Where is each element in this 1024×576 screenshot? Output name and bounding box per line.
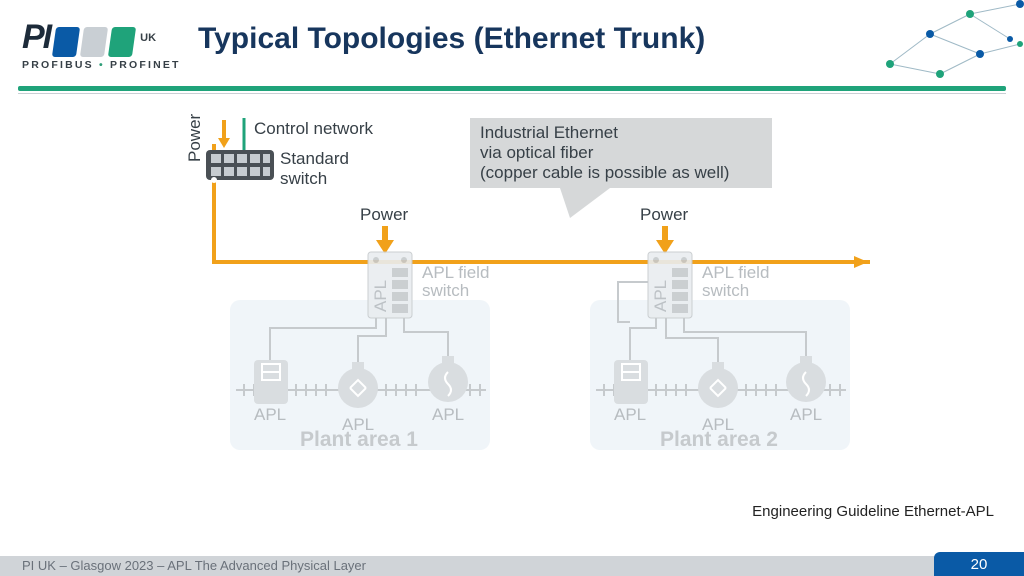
power-arrow-2 xyxy=(656,226,674,254)
svg-text:APL: APL xyxy=(614,405,646,424)
device-2a xyxy=(614,360,648,404)
power-vertical-label: Power xyxy=(185,113,204,162)
page-number: 20 xyxy=(934,552,1024,576)
logo-square-1 xyxy=(52,27,80,57)
svg-text:(copper cable is possible as w: (copper cable is possible as well) xyxy=(480,163,729,182)
network-decoration-icon xyxy=(870,0,1024,84)
logo: PI UK PROFIBUS • PROFINET xyxy=(22,18,182,71)
svg-text:APL: APL xyxy=(651,280,670,312)
standard-switch-label-1: Standard xyxy=(280,149,349,168)
header-rule-thin xyxy=(18,93,1006,94)
logo-square-2 xyxy=(80,27,108,57)
plant-area-2-label: Plant area 2 xyxy=(660,428,778,451)
ethernet-callout: Industrial Ethernet via optical fiber (c… xyxy=(470,118,772,218)
logo-pi-text: PI xyxy=(22,18,50,57)
power-label-1: Power xyxy=(360,205,409,224)
apl-switch-2-label-2: switch xyxy=(702,281,749,300)
apl-switch-1-label-2: switch xyxy=(422,281,469,300)
apl-switch-1: APL xyxy=(368,252,412,318)
device-1a xyxy=(254,360,288,404)
svg-text:APL: APL xyxy=(254,405,286,424)
slide-title: Typical Topologies (Ethernet Trunk) xyxy=(198,22,705,56)
apl-switch-2: APL xyxy=(648,252,692,318)
svg-text:Industrial Ethernet: Industrial Ethernet xyxy=(480,123,618,142)
logo-subtitle: PROFIBUS • PROFINET xyxy=(22,59,182,71)
standard-switch-label-2: switch xyxy=(280,169,327,188)
svg-text:APL: APL xyxy=(790,405,822,424)
control-network-label: Control network xyxy=(254,119,374,138)
footer-text: PI UK – Glasgow 2023 – APL The Advanced … xyxy=(22,558,366,573)
svg-text:APL: APL xyxy=(371,280,390,312)
logo-uk-text: UK xyxy=(140,32,156,44)
header-rule xyxy=(18,86,1006,91)
power-label-2: Power xyxy=(640,205,689,224)
svg-text:APL: APL xyxy=(432,405,464,424)
apl-switch-2-label-1: APL field xyxy=(702,263,769,282)
footer: PI UK – Glasgow 2023 – APL The Advanced … xyxy=(0,548,1024,576)
power-arrow-standard xyxy=(218,120,230,148)
diagram-caption: Engineering Guideline Ethernet-APL xyxy=(752,503,994,520)
power-arrow-1 xyxy=(376,226,394,254)
header: PI UK PROFIBUS • PROFINET Typical Topolo… xyxy=(0,0,1024,90)
svg-text:via optical fiber: via optical fiber xyxy=(480,143,594,162)
apl-switch-1-label-1: APL field xyxy=(422,263,489,282)
logo-square-3 xyxy=(108,27,136,57)
topology-diagram: Power Control network Standard switch In… xyxy=(170,112,870,472)
plant-area-1-label: Plant area 1 xyxy=(300,428,418,451)
standard-switch-icon xyxy=(206,150,274,183)
